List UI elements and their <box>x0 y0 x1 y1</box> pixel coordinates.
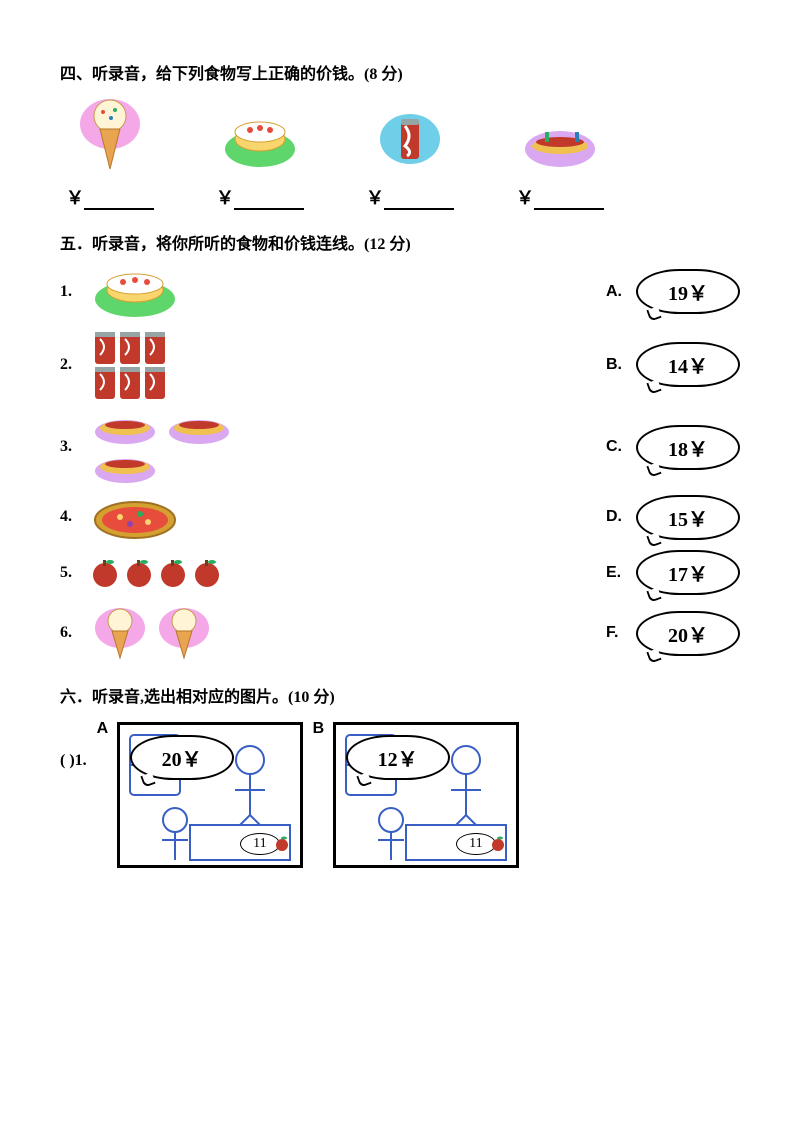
cake-icon <box>90 264 180 319</box>
apple-icon <box>90 555 120 590</box>
apple-icon <box>124 555 154 590</box>
cola-icon <box>375 104 445 174</box>
option-b[interactable]: B 12￥ 11 <box>333 722 519 868</box>
price-blank-1[interactable] <box>84 192 154 210</box>
row-letter: F. <box>606 624 636 642</box>
cake-icon <box>220 104 300 174</box>
price-blank-4[interactable] <box>534 192 604 210</box>
cola-cans-icon <box>90 327 200 402</box>
price-bubble: 17￥ <box>636 550 740 595</box>
price-bubble: 12￥ <box>346 735 450 780</box>
row-num: 2. <box>60 356 90 374</box>
pizza-icon <box>90 492 180 542</box>
match-row-1: 1. A. 19￥ <box>60 264 740 319</box>
row-num: 3. <box>60 438 90 456</box>
price-bubble: 20￥ <box>636 611 740 656</box>
currency-symbol: ￥ <box>366 188 384 208</box>
section4-title: 四、听录音，给下列食物写上正确的价钱。(8 分) <box>60 60 740 84</box>
section4-item-1: ￥ <box>60 94 160 210</box>
hotdog-icon <box>90 410 160 445</box>
row-num: 5. <box>60 564 90 582</box>
section4-item-3: ￥ <box>360 104 460 210</box>
row-letter: A. <box>606 283 636 301</box>
price-blank-2[interactable] <box>234 192 304 210</box>
hotdog-icon <box>164 410 234 445</box>
row-num: 6. <box>60 624 90 642</box>
match-row-3: 3. C. 18￥ <box>60 410 740 484</box>
option-letter: B <box>313 720 325 738</box>
row-letter: E. <box>606 564 636 582</box>
row-letter: B. <box>606 356 636 374</box>
ice-cream-icon <box>75 94 145 174</box>
price-bubble: 15￥ <box>636 495 740 540</box>
price-bubble: 18￥ <box>636 425 740 470</box>
ice-cream-icon <box>154 603 214 663</box>
match-row-6: 6. F. 20￥ <box>60 603 740 663</box>
option-a[interactable]: A 20￥ 11 <box>117 722 303 868</box>
section4-items: ￥ ￥ ￥ ￥ <box>60 94 740 210</box>
section4-item-4: ￥ <box>510 114 610 210</box>
row-letter: D. <box>606 508 636 526</box>
currency-symbol: ￥ <box>216 188 234 208</box>
match-row-2: 2. B. 14￥ <box>60 327 740 402</box>
hotdog-icon <box>520 114 600 174</box>
apple-icon <box>192 555 222 590</box>
hotdog-icon <box>90 449 160 484</box>
match-row-5: 5. E. 17￥ <box>60 550 740 595</box>
price-blank-3[interactable] <box>384 192 454 210</box>
row-num: 1. <box>60 283 90 301</box>
price-bubble: 20￥ <box>130 735 234 780</box>
section6-q1: ( )1. A 20￥ 11 B <box>60 722 740 868</box>
price-bubble: 14￥ <box>636 342 740 387</box>
currency-symbol: ￥ <box>516 188 534 208</box>
apple-icon <box>158 555 188 590</box>
price-bubble: 19￥ <box>636 269 740 314</box>
section6-title: 六．听录音,选出相对应的图片。(10 分) <box>60 683 740 707</box>
section5-title: 五．听录音，将你所听的食物和价钱连线。(12 分) <box>60 230 740 254</box>
option-letter: A <box>97 720 109 738</box>
apple-icon <box>274 835 290 851</box>
section4-item-2: ￥ <box>210 104 310 210</box>
answer-blank[interactable]: ( )1. <box>60 752 87 770</box>
ice-cream-icon <box>90 603 150 663</box>
currency-symbol: ￥ <box>66 188 84 208</box>
section5-list: 1. A. 19￥ 2. <box>60 264 740 663</box>
row-num: 4. <box>60 508 90 526</box>
apple-icon <box>490 835 506 851</box>
row-letter: C. <box>606 438 636 456</box>
match-row-4: 4. D. 15￥ <box>60 492 740 542</box>
